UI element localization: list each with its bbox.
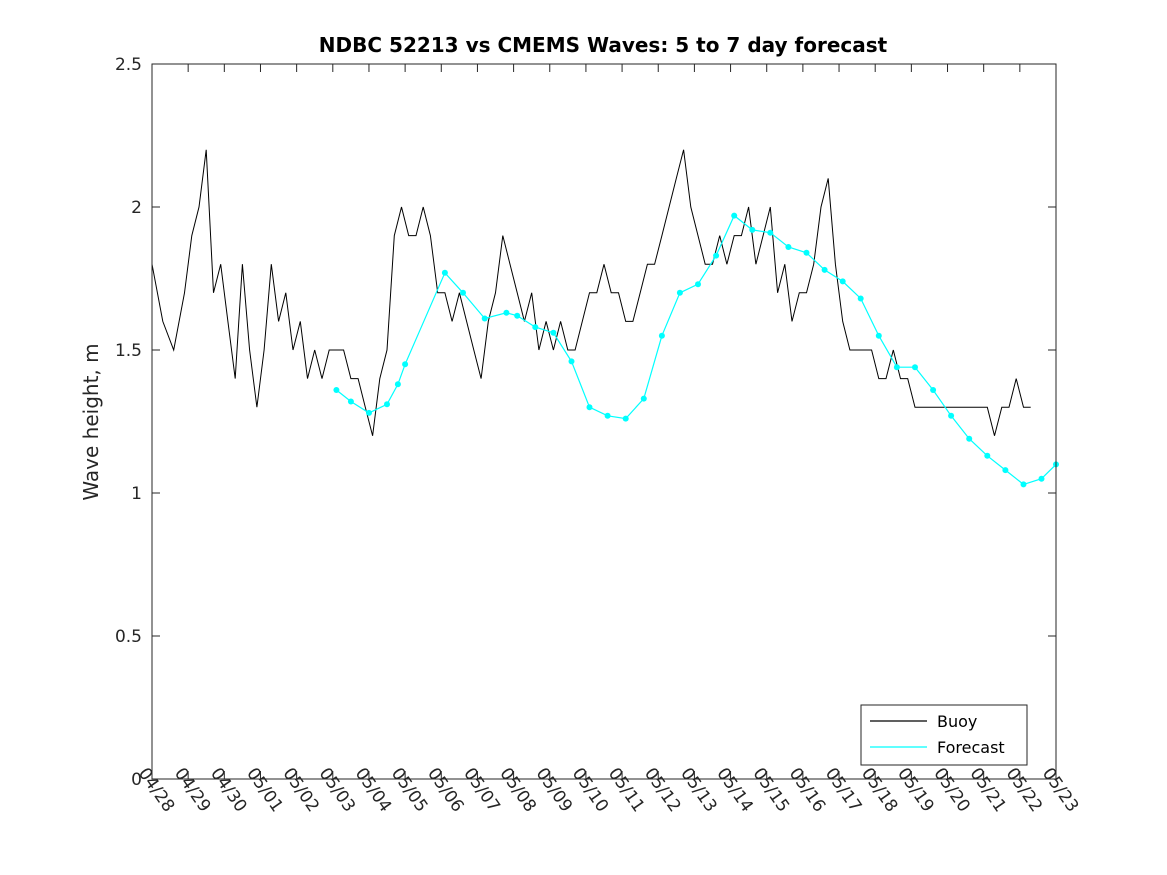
legend-buoy-label: Buoy	[937, 712, 977, 731]
forecast-point	[821, 266, 828, 273]
forecast-point	[550, 329, 557, 336]
forecast-point	[966, 435, 973, 442]
y-tick-label: 2.5	[115, 55, 142, 75]
chart-title: NDBC 52213 vs CMEMS Waves: 5 to 7 day fo…	[319, 33, 888, 57]
forecast-point	[384, 401, 390, 408]
forecast-point	[767, 229, 774, 236]
y-tick-label: 1.5	[115, 341, 142, 361]
forecast-point	[333, 387, 340, 393]
legend-forecast-label: Forecast	[937, 738, 1005, 757]
forecast-point	[366, 409, 372, 416]
forecast-point	[839, 278, 846, 285]
forecast-point	[1020, 481, 1027, 488]
forecast-point	[695, 281, 701, 288]
y-tick-label: 2	[131, 198, 142, 218]
forecast-point	[785, 244, 792, 250]
forecast-point	[347, 398, 354, 405]
forecast-point	[984, 452, 991, 459]
y-tick-label: 0	[131, 770, 142, 790]
forecast-point	[875, 332, 882, 339]
forecast-point	[1002, 467, 1009, 474]
forecast-point	[622, 415, 629, 422]
y-tick-label: 1	[131, 484, 142, 504]
forecast-point	[441, 269, 448, 276]
forecast-point	[503, 309, 510, 316]
forecast-point	[568, 358, 575, 365]
forecast-point	[930, 387, 937, 393]
forecast-point	[532, 324, 539, 331]
forecast-point	[803, 249, 810, 256]
forecast-point	[604, 412, 611, 419]
legend-box	[860, 704, 1028, 766]
legend: Buoy Forecast	[860, 704, 1028, 766]
forecast-point	[731, 212, 738, 219]
forecast-point	[514, 312, 521, 319]
forecast-point	[749, 226, 756, 233]
series-line-buoy	[151, 149, 1031, 436]
forecast-point	[893, 364, 900, 371]
plot-area	[151, 149, 1059, 488]
forecast-point	[676, 289, 683, 296]
forecast-point	[394, 381, 401, 388]
forecast-point	[1038, 475, 1045, 482]
forecast-point	[402, 361, 409, 368]
forecast-point	[481, 315, 488, 322]
y-axis-label: Wave height, m	[79, 343, 103, 500]
forecast-point	[586, 404, 593, 411]
forecast-point	[948, 412, 955, 419]
forecast-point	[912, 364, 918, 371]
forecast-point	[460, 289, 466, 296]
axes-box	[151, 63, 1057, 780]
forecast-point	[713, 252, 720, 259]
forecast-point	[640, 395, 647, 402]
forecast-point	[857, 295, 864, 302]
y-tick-label: 0.5	[115, 627, 142, 647]
forecast-point	[658, 332, 665, 339]
